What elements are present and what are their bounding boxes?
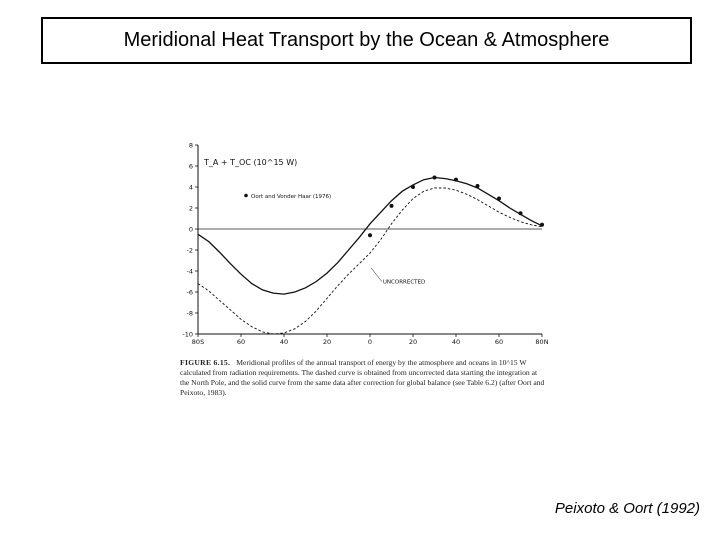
y-axis-label: T_A + T_OC (10^15 W) (203, 158, 297, 167)
y-tick-label: -2 (187, 247, 193, 255)
data-marker (540, 222, 544, 227)
x-tick-label: 60 (237, 338, 245, 346)
x-tick-label: 20 (409, 338, 417, 346)
x-tick-label: 60 (495, 338, 503, 346)
x-tick-label: 40 (452, 338, 460, 346)
annotation-leader (370, 267, 383, 282)
chart-lines (197, 176, 543, 335)
y-tick-label: 0 (189, 226, 193, 234)
data-marker (432, 175, 437, 180)
data-marker (475, 183, 480, 188)
chart-markers (368, 175, 544, 238)
data-marker (518, 211, 523, 216)
slide-title-box: Meridional Heat Transport by the Ocean &… (41, 17, 692, 64)
y-tick-label: -6 (187, 289, 193, 297)
y-tick-label: -10 (182, 331, 193, 339)
legend-marker (244, 193, 248, 198)
figure-caption: FIGURE 6.15. Meridional profiles of the a… (180, 358, 548, 398)
data-marker (497, 196, 501, 201)
y-tick-label: -4 (187, 268, 193, 276)
slide-title: Meridional Heat Transport by the Ocean &… (123, 29, 610, 51)
data-marker (454, 177, 458, 182)
x-tick-label: 0 (368, 338, 372, 346)
heat-transport-chart: -10 -8 -6 -4 -2 0 2 4 6 8 80S 60 40 20 0 20 40 60 80N T_A … (182, 142, 548, 347)
figure-caption-text: Meridional profiles of the annual transp… (180, 358, 545, 397)
y-tick-label: -8 (187, 310, 193, 318)
data-marker (389, 203, 394, 208)
x-tick-label: 40 (280, 338, 288, 346)
y-tick-label: 6 (189, 163, 193, 171)
chart-ticks: -10 -8 -6 -4 -2 0 2 4 6 8 80S 60 40 20 0 20 40 60 80N (182, 142, 548, 347)
y-tick-label: 2 (189, 205, 193, 213)
corrected-curve (197, 176, 543, 295)
data-marker (368, 233, 372, 238)
x-tick-label: 80S (192, 338, 204, 346)
uncorrected-curve (197, 187, 543, 335)
legend-label: Oort and Vonder Haar (1976) (251, 194, 331, 200)
y-tick-label: 4 (189, 184, 193, 192)
chart-labels: T_A + T_OC (10^15 W) Oort and Vonder Haar… (203, 158, 425, 286)
data-marker (411, 185, 415, 189)
citation: Peixoto & Oort (1992) (554, 500, 700, 517)
figure-caption-label: FIGURE 6.15. (180, 358, 231, 367)
y-tick-label: 8 (189, 142, 193, 150)
x-tick-label: 80N (535, 338, 548, 346)
uncorrected-annotation: UNCORRECTED (383, 280, 425, 286)
x-tick-label: 20 (323, 338, 331, 346)
chart-axes (197, 145, 542, 335)
